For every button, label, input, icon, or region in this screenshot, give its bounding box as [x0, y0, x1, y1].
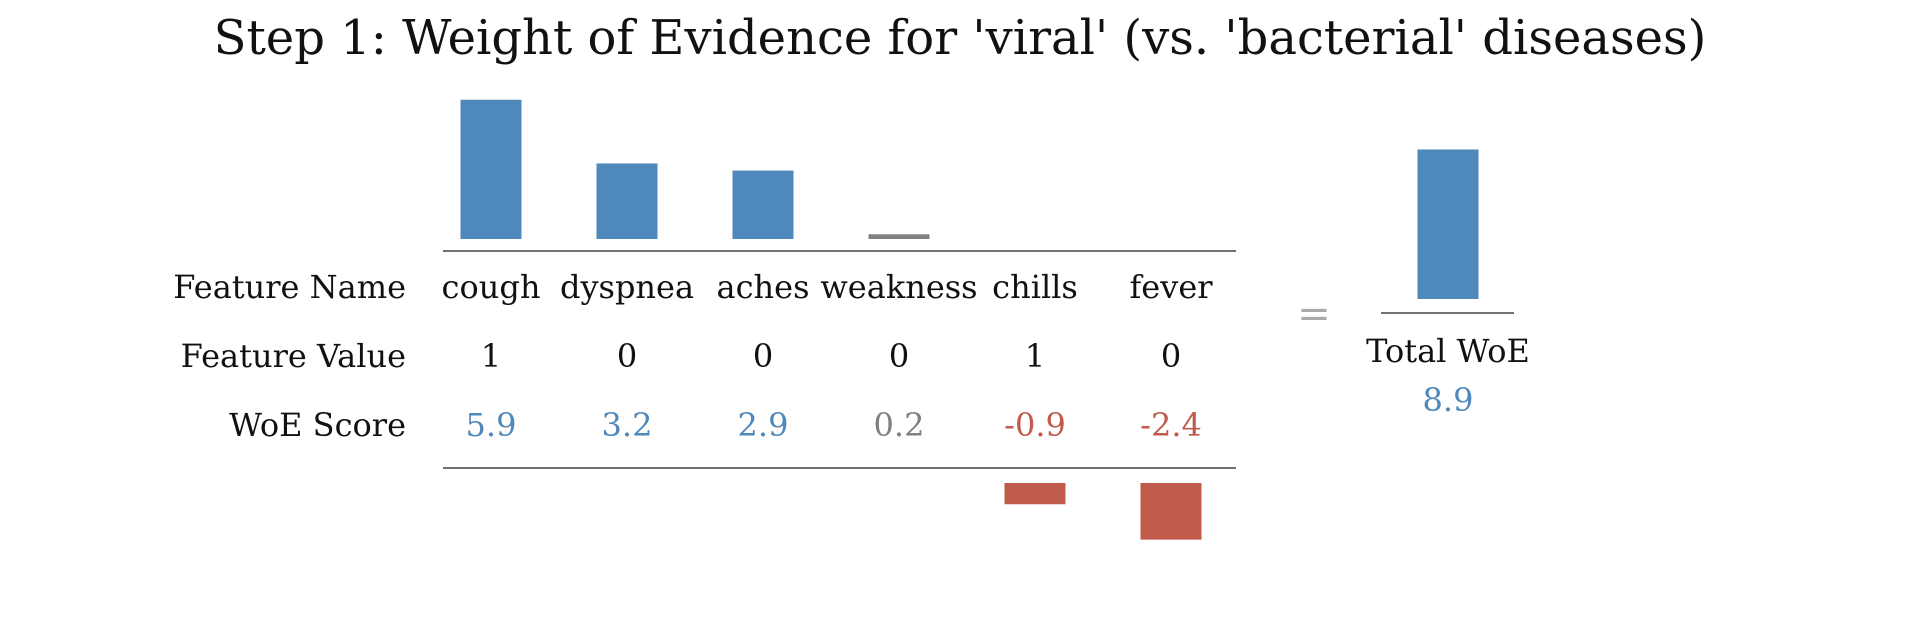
row-label-feature-value: Feature Value: [181, 337, 406, 375]
woe-bars: [460, 99, 1479, 540]
feature-name-dyspnea: dyspnea: [560, 268, 694, 306]
feature-value-weakness: 0: [889, 337, 909, 375]
feature-name-chills: chills: [992, 268, 1078, 306]
woe-score-aches: 2.9: [738, 406, 789, 444]
chart-title: Step 1: Weight of Evidence for 'viral' (…: [214, 10, 1707, 66]
total-woe-bar: [1417, 149, 1479, 299]
woe-score-weakness: 0.2: [874, 406, 925, 444]
feature-value-chills: 1: [1025, 337, 1045, 375]
feature-name-aches: aches: [717, 268, 810, 306]
feature-name-weakness: weakness: [820, 268, 977, 306]
feature-value-cough: 1: [481, 337, 501, 375]
woe-score-dyspnea: 3.2: [602, 406, 653, 444]
woe-bar-weakness: [868, 234, 930, 239]
feature-name-fever: fever: [1129, 268, 1213, 306]
woe-score-fever: -2.4: [1140, 406, 1202, 444]
total-woe-value: 8.9: [1423, 381, 1474, 419]
feature-value-aches: 0: [753, 337, 773, 375]
woe-bar-fever: [1140, 483, 1202, 540]
row-label-woe-score: WoE Score: [229, 406, 406, 444]
feature-value-fever: 0: [1161, 337, 1181, 375]
feature-table-cells: cough 1 5.9 dyspnea 0 3.2 aches 0 2.9 weakness 0 0.…: [442, 268, 1214, 444]
feature-value-dyspnea: 0: [617, 337, 637, 375]
woe-bar-cough: [460, 99, 522, 239]
woe-bar-chills: [1004, 483, 1066, 505]
woe-bar-dyspnea: [596, 163, 658, 239]
total-woe-label: Total WoE: [1366, 332, 1530, 370]
equals-sign: =: [1297, 291, 1331, 337]
woe-bar-aches: [732, 170, 794, 239]
row-label-feature-name: Feature Name: [173, 268, 406, 306]
feature-name-cough: cough: [442, 268, 541, 306]
woe-score-chills: -0.9: [1004, 406, 1066, 444]
woe-score-cough: 5.9: [466, 406, 517, 444]
